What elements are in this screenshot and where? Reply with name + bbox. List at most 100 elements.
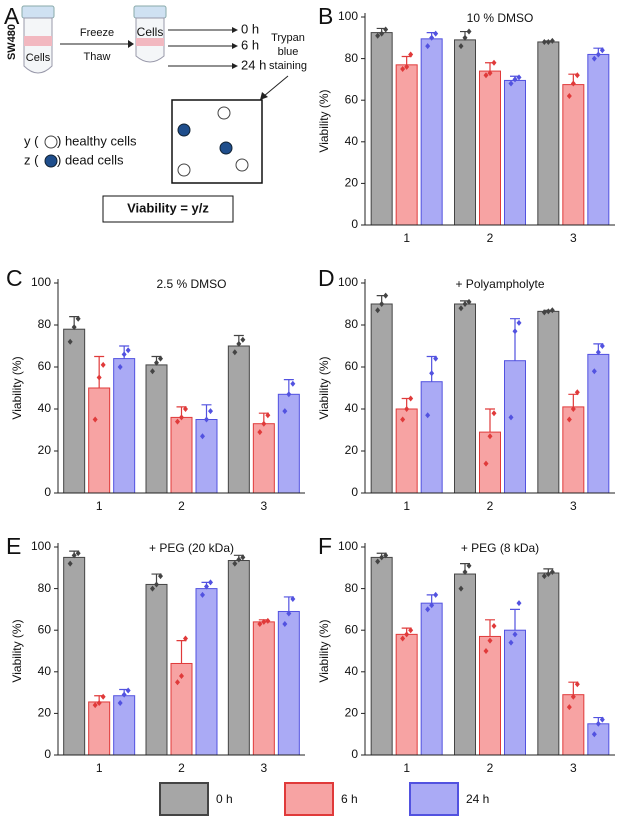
data-point bbox=[516, 74, 522, 81]
y-tick-label: 40 bbox=[345, 134, 359, 148]
bar bbox=[195, 588, 218, 756]
data-point bbox=[117, 364, 123, 370]
step-label: Freeze bbox=[80, 27, 114, 39]
dead-cell bbox=[219, 141, 233, 155]
data-point bbox=[158, 573, 163, 580]
data-point bbox=[574, 72, 580, 79]
data-point bbox=[183, 635, 188, 642]
data-point bbox=[383, 552, 389, 559]
data-point bbox=[466, 28, 472, 35]
x-tick-label: 3 bbox=[260, 499, 267, 513]
data-point bbox=[400, 66, 406, 72]
bar bbox=[395, 64, 418, 226]
data-point bbox=[240, 554, 246, 561]
formula: Viability = y/z bbox=[127, 200, 209, 215]
data-point bbox=[204, 416, 209, 423]
data-point bbox=[67, 338, 73, 345]
data-point bbox=[433, 30, 439, 37]
stain-label: blue bbox=[278, 46, 299, 58]
arrow-head bbox=[260, 92, 268, 100]
legend-swatch bbox=[159, 782, 209, 816]
bar bbox=[587, 723, 610, 756]
data-point bbox=[71, 324, 77, 331]
y-axis-label: Viability (%) bbox=[10, 619, 24, 682]
y-tick-label: 60 bbox=[345, 622, 359, 636]
data-point bbox=[400, 416, 406, 423]
chart-title: + PEG (8 kDa) bbox=[461, 541, 539, 555]
y-axis-label: Viability (%) bbox=[317, 89, 331, 152]
y-tick-label: 0 bbox=[351, 217, 358, 231]
panel-label: E bbox=[6, 533, 21, 559]
time-label: 24 h bbox=[241, 57, 266, 72]
data-point bbox=[574, 389, 580, 396]
data-point bbox=[545, 38, 551, 45]
y-tick-label: 100 bbox=[338, 275, 358, 289]
bar bbox=[420, 602, 443, 756]
bar bbox=[370, 556, 393, 756]
data-point bbox=[265, 617, 271, 624]
legend-text: ) healthy cells bbox=[57, 133, 137, 148]
data-point bbox=[67, 560, 73, 567]
dead-cell bbox=[177, 123, 191, 137]
bar bbox=[454, 39, 476, 226]
dead-cell bbox=[44, 154, 58, 168]
legend-swatch bbox=[284, 782, 334, 816]
x-tick-label: 1 bbox=[96, 499, 103, 513]
data-point bbox=[466, 562, 472, 569]
data-point bbox=[286, 391, 292, 398]
error-bar bbox=[94, 355, 105, 388]
data-point bbox=[286, 610, 292, 617]
legend-label: 6 h bbox=[341, 792, 358, 806]
bar bbox=[537, 310, 560, 494]
legend-text: ) dead cells bbox=[57, 152, 124, 167]
data-point bbox=[545, 571, 551, 578]
bar bbox=[145, 583, 168, 756]
data-point bbox=[466, 298, 472, 305]
data-point bbox=[125, 687, 131, 694]
data-point bbox=[179, 672, 184, 679]
y-tick-label: 60 bbox=[345, 92, 359, 106]
x-tick-label: 2 bbox=[487, 499, 494, 513]
data-point bbox=[121, 351, 127, 358]
bar bbox=[145, 364, 168, 494]
data-point bbox=[425, 412, 431, 419]
data-point bbox=[487, 70, 493, 77]
data-point bbox=[375, 558, 381, 565]
bar bbox=[587, 353, 610, 494]
y-tick-label: 100 bbox=[338, 9, 358, 23]
data-point bbox=[400, 635, 406, 642]
data-point bbox=[591, 368, 597, 375]
data-point bbox=[232, 560, 238, 567]
data-point bbox=[100, 361, 106, 368]
x-tick-label: 1 bbox=[96, 761, 103, 775]
chart-title: + PEG (20 kDa) bbox=[149, 541, 234, 555]
data-point bbox=[462, 34, 468, 41]
chart-title: 10 % DMSO bbox=[467, 11, 534, 25]
data-point bbox=[183, 406, 188, 412]
data-point bbox=[179, 414, 184, 421]
data-point bbox=[236, 556, 242, 563]
bar bbox=[479, 431, 501, 494]
panel-label: B bbox=[318, 3, 333, 29]
bar bbox=[113, 358, 136, 494]
healthy-cell bbox=[177, 163, 191, 177]
chart-title: + Polyampholyte bbox=[455, 277, 544, 291]
data-point bbox=[379, 301, 385, 307]
data-point bbox=[458, 305, 464, 312]
tube-label: Cells bbox=[26, 52, 51, 64]
data-point bbox=[462, 568, 468, 575]
data-point bbox=[570, 80, 576, 87]
data-point bbox=[208, 579, 213, 586]
x-tick-label: 3 bbox=[570, 499, 577, 513]
data-point bbox=[96, 374, 102, 381]
data-point bbox=[566, 416, 572, 423]
healthy-cell bbox=[44, 135, 58, 149]
bar bbox=[170, 416, 193, 494]
bar bbox=[454, 303, 476, 494]
data-point bbox=[121, 691, 127, 698]
data-point bbox=[458, 585, 464, 592]
bar bbox=[420, 38, 443, 226]
data-point bbox=[282, 620, 288, 627]
x-tick-label: 2 bbox=[178, 499, 185, 513]
y-tick-label: 0 bbox=[44, 747, 51, 761]
